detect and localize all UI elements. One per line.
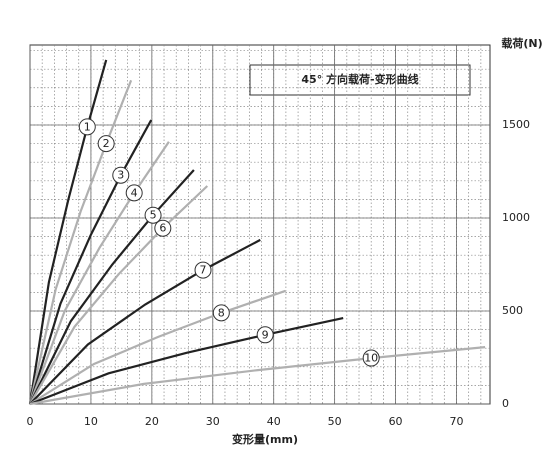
curve xyxy=(29,238,261,405)
y-tick-label: 500 xyxy=(502,304,523,317)
label-text: 3 xyxy=(117,169,124,182)
grid xyxy=(29,45,490,405)
title-box xyxy=(249,64,471,96)
y-tick-label: 1500 xyxy=(502,118,530,131)
x-tick-label: 30 xyxy=(206,415,220,428)
curve xyxy=(28,141,170,405)
y-axis-label: 载荷(N) xyxy=(501,36,542,50)
label-circle xyxy=(78,118,96,136)
series-label: 4 xyxy=(125,184,143,202)
curve xyxy=(29,317,344,406)
label-text: 10 xyxy=(364,352,378,365)
label-text: 2 xyxy=(103,137,110,150)
label-circle xyxy=(362,349,380,367)
series-label: 10 xyxy=(362,349,380,367)
x-tick-label: 60 xyxy=(389,415,403,428)
label-circle xyxy=(112,166,130,184)
y-tick-label: 0 xyxy=(502,397,509,410)
curve xyxy=(29,346,486,406)
label-text: 1 xyxy=(84,120,91,133)
x-tick-label: 20 xyxy=(145,415,159,428)
label-text: 7 xyxy=(200,264,207,277)
label-circle xyxy=(125,184,143,202)
label-text: 8 xyxy=(218,306,225,319)
curve xyxy=(29,289,286,405)
series-label: 1 xyxy=(78,118,96,136)
series-label: 5 xyxy=(144,206,162,224)
curve xyxy=(28,79,133,405)
label-text: 5 xyxy=(150,209,157,222)
label-circle xyxy=(212,304,230,322)
x-tick-label: 70 xyxy=(449,415,463,428)
curve xyxy=(29,185,209,405)
x-tick-label: 50 xyxy=(328,415,342,428)
label-circle xyxy=(154,219,172,237)
series-label: 2 xyxy=(97,135,115,153)
label-circle xyxy=(256,326,274,344)
label-text: 6 xyxy=(159,222,166,235)
series-label: 6 xyxy=(154,219,172,237)
x-tick-label: 10 xyxy=(84,415,98,428)
curve xyxy=(29,169,195,405)
series-label: 8 xyxy=(212,304,230,322)
label-text: 9 xyxy=(262,328,269,341)
x-tick-label: 0 xyxy=(27,415,34,428)
x-axis-label: 变形量(mm) xyxy=(232,432,298,446)
curve xyxy=(28,119,153,405)
curve xyxy=(28,59,108,405)
plot-frame xyxy=(29,44,491,405)
chart-title: 45° 方向载荷-变形曲线 xyxy=(301,72,418,86)
label-text: 4 xyxy=(131,186,138,199)
series-label: 3 xyxy=(112,166,130,184)
x-tick-label: 40 xyxy=(267,415,281,428)
label-circle xyxy=(144,206,162,224)
y-tick-label: 1000 xyxy=(502,211,530,224)
label-circle xyxy=(97,135,115,153)
series-label: 9 xyxy=(256,326,274,344)
series-label: 7 xyxy=(194,261,212,279)
label-circle xyxy=(194,261,212,279)
